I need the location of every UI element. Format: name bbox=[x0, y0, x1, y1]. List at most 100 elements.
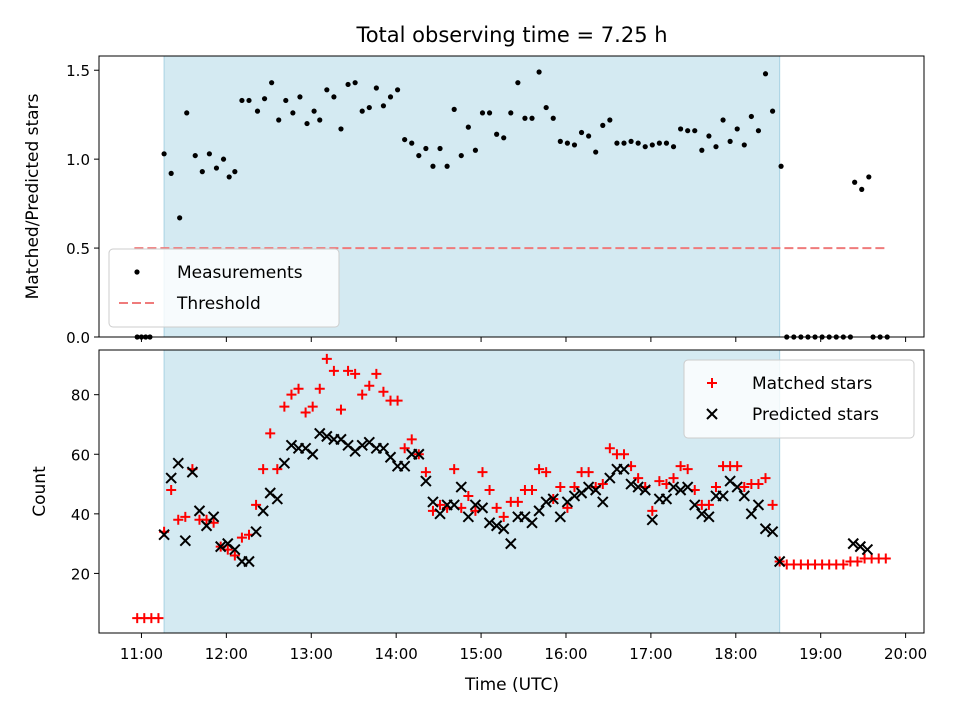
measurement-point bbox=[317, 117, 323, 123]
predicted-stars-point bbox=[632, 481, 644, 493]
predicted-stars-point bbox=[847, 537, 859, 550]
figure-title: Total observing time = 7.25 h bbox=[355, 23, 667, 47]
measurement-point bbox=[678, 126, 684, 132]
predicted-stars-point bbox=[448, 499, 460, 511]
legend-label: Predicted stars bbox=[752, 405, 879, 425]
matched-stars-point bbox=[739, 482, 750, 493]
measurement-point bbox=[501, 135, 507, 141]
measurement-point bbox=[486, 110, 493, 116]
predicted-stars-point bbox=[186, 466, 199, 478]
axes-frame bbox=[98, 349, 925, 634]
measurement-point bbox=[564, 140, 570, 146]
y-axis-label: Matched/Predicted stars bbox=[23, 93, 43, 299]
measurement-point bbox=[345, 81, 351, 88]
measurement-point bbox=[578, 129, 585, 136]
predicted-stars-point bbox=[462, 511, 475, 523]
measurement-point bbox=[465, 124, 471, 130]
measurement-point bbox=[586, 133, 592, 139]
measurement-point bbox=[331, 94, 337, 100]
matched-stars-point bbox=[173, 514, 184, 525]
measurement-point bbox=[472, 147, 479, 153]
matched-stars-point bbox=[569, 482, 580, 493]
predicted-stars-point bbox=[427, 496, 439, 508]
matched-stars-point bbox=[449, 464, 460, 475]
measurement-point bbox=[254, 108, 261, 114]
predicted-stars-point bbox=[200, 520, 213, 532]
matched-stars-point bbox=[321, 353, 332, 364]
x-tick-label: 12:00 bbox=[205, 645, 248, 663]
predicted-stars-point bbox=[547, 493, 559, 505]
measurement-point bbox=[161, 151, 167, 157]
count-panel: 20 40 60 80 11:00 12:00 13:00 14:00 15:00 16:00 17… bbox=[30, 349, 927, 663]
matched-stars-point bbox=[378, 386, 389, 397]
measurement-point bbox=[614, 140, 620, 146]
y-tick-label: 0.5 bbox=[66, 240, 90, 258]
matched-stars-point bbox=[328, 365, 339, 376]
predicted-stars-point bbox=[759, 523, 772, 535]
measurement-point bbox=[290, 110, 296, 116]
matched-stars-point bbox=[562, 502, 573, 513]
predicted-stars-point bbox=[745, 508, 758, 520]
series-predicted-stars bbox=[158, 427, 874, 568]
y-tick-label: 60 bbox=[71, 446, 90, 464]
measurement-point bbox=[324, 87, 330, 93]
measurement-point bbox=[402, 136, 408, 143]
measurement-point bbox=[437, 145, 443, 152]
x-tick-label: 17:00 bbox=[629, 645, 672, 663]
measurement-point bbox=[220, 156, 227, 162]
predicted-stars-point bbox=[420, 475, 432, 487]
predicted-stars-point bbox=[278, 457, 291, 469]
matched-stars-point bbox=[265, 428, 276, 439]
measurement-point bbox=[557, 138, 563, 144]
matched-stars-point bbox=[406, 434, 417, 445]
measurement-point bbox=[168, 170, 174, 176]
measurement-point bbox=[635, 140, 641, 146]
matched-stars-point bbox=[229, 550, 240, 561]
matched-stars-point bbox=[420, 467, 431, 478]
matched-stars-point bbox=[654, 476, 665, 487]
y-tick-label: 80 bbox=[71, 387, 90, 405]
matched-stars-point bbox=[597, 479, 608, 490]
predicted-stars-point bbox=[243, 555, 255, 568]
measurement-point bbox=[536, 69, 542, 75]
measurement-point bbox=[543, 104, 549, 111]
x-tick-label: 19:00 bbox=[799, 645, 842, 663]
measurement-point bbox=[706, 133, 712, 139]
measurement-point bbox=[550, 115, 556, 121]
measurement-point bbox=[642, 144, 648, 150]
matched-stars-point bbox=[251, 499, 262, 510]
matched-stars-point bbox=[279, 401, 290, 412]
matched-stars-point bbox=[682, 464, 693, 475]
measurement-point bbox=[451, 106, 457, 112]
measurement-point bbox=[600, 122, 606, 128]
matched-stars-point bbox=[236, 532, 247, 543]
matched-stars-point bbox=[633, 473, 644, 484]
measurement-point bbox=[283, 97, 289, 104]
predicted-stars-point bbox=[434, 508, 446, 520]
y-tick-label: 1.5 bbox=[66, 62, 90, 80]
matched-stars-point bbox=[307, 401, 318, 412]
matched-stars-point bbox=[314, 383, 325, 394]
measurement-point bbox=[232, 169, 238, 175]
measurement-point bbox=[416, 152, 422, 159]
measurement-point bbox=[352, 80, 358, 86]
matched-stars-point bbox=[180, 511, 191, 522]
predicted-stars-point bbox=[689, 499, 701, 511]
measurement-point bbox=[276, 117, 282, 123]
measurement-point bbox=[430, 163, 436, 169]
matched-stars-point bbox=[668, 473, 679, 484]
matched-stars-point bbox=[166, 485, 177, 496]
matched-stars-point bbox=[392, 395, 403, 406]
measurement-point bbox=[494, 131, 500, 137]
matched-stars-point bbox=[710, 482, 721, 493]
matched-stars-point bbox=[399, 443, 410, 454]
matched-stars-point bbox=[703, 499, 714, 510]
matched-stars-point bbox=[852, 556, 863, 567]
measurement-point bbox=[748, 113, 754, 120]
legend-dot-icon bbox=[134, 269, 140, 275]
predicted-stars-point bbox=[731, 481, 743, 493]
measurement-point bbox=[394, 87, 401, 93]
measurement-point bbox=[852, 179, 858, 185]
measurement-point bbox=[713, 144, 719, 150]
predicted-stars-point bbox=[625, 478, 637, 490]
